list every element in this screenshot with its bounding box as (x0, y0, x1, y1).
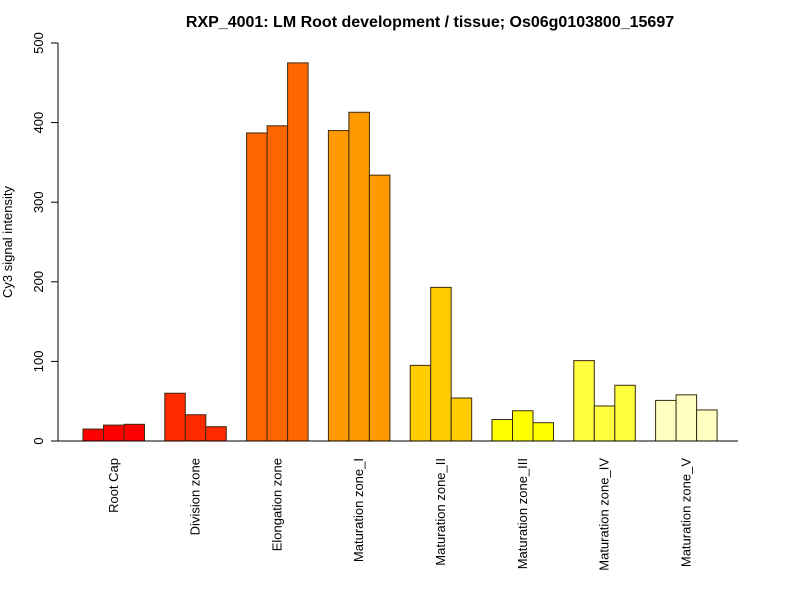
bar (184, 414, 207, 442)
y-axis-label: Cy3 signal intensity (0, 186, 15, 298)
bar (696, 409, 718, 442)
bar (327, 130, 350, 442)
bar (123, 423, 145, 442)
bar (512, 410, 534, 442)
bar (266, 125, 289, 442)
bar (205, 426, 227, 442)
bar (450, 397, 473, 442)
bar (409, 364, 432, 442)
bar (368, 174, 391, 442)
bar-group (82, 423, 145, 442)
category-label: Root Cap (106, 458, 121, 513)
bar (573, 360, 595, 442)
bar (103, 424, 125, 442)
category-label: Maturation zone_IV (597, 458, 612, 571)
y-tick-label: 400 (31, 112, 46, 134)
bar-group (655, 394, 718, 442)
bar (614, 384, 636, 442)
bar (246, 132, 268, 442)
bar-group (246, 62, 309, 442)
bar (491, 419, 513, 442)
bar (675, 394, 698, 442)
y-tick-label: 500 (31, 32, 46, 54)
y-tick-label: 200 (31, 271, 46, 293)
bar-group (327, 111, 391, 442)
category-label: Maturation zone_I (351, 458, 366, 562)
bar (82, 428, 104, 442)
bar-group (164, 392, 227, 442)
bar-group (491, 410, 554, 442)
category-label: Maturation zone_II (433, 458, 448, 566)
category-label: Division zone (188, 458, 203, 535)
bar (593, 405, 616, 442)
category-label: Maturation zone_III (515, 458, 530, 569)
bar (164, 392, 186, 442)
bar (655, 399, 677, 442)
bar-group (409, 286, 473, 442)
bar (287, 62, 309, 442)
y-axis: 0 100 200 300 400 500 (31, 32, 59, 445)
bar (348, 111, 370, 442)
y-tick-label: 100 (31, 351, 46, 373)
y-tick-label: 0 (31, 437, 46, 444)
bar-group (573, 360, 636, 442)
category-labels: Root Cap Division zone Elongation zone Matu… (106, 458, 694, 571)
bars (82, 62, 718, 442)
category-label: Maturation zone_V (678, 458, 693, 567)
category-label: Elongation zone (269, 458, 284, 551)
chart-title: RXP_4001: LM Root development / tissue; … (186, 14, 674, 31)
bar (430, 286, 452, 442)
bar (532, 422, 554, 442)
y-tick-label: 300 (31, 191, 46, 213)
